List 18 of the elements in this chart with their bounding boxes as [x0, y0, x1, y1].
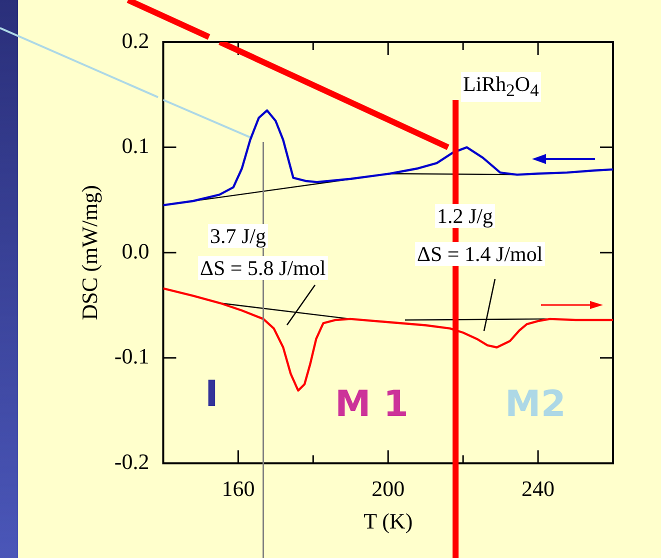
- annotation: M2: [505, 384, 566, 425]
- y-tick-label: 0.0: [122, 238, 150, 264]
- annotation: 3.7 J/g: [208, 224, 268, 248]
- y-axis-title: DSC (mW/mg): [76, 185, 102, 320]
- annotation: M 1: [335, 384, 408, 425]
- x-tick-label: 200: [372, 476, 405, 502]
- annotation: 1.2 J/g: [435, 204, 496, 228]
- x-tick-label: 160: [222, 476, 255, 502]
- x-axis-title: T (K): [364, 508, 413, 534]
- y-tick-label: -0.2: [114, 448, 150, 474]
- x-tick-label: 240: [522, 476, 555, 502]
- annotation: ΔS = 1.4 J/mol: [415, 242, 545, 266]
- y-tick-label: 0.2: [122, 28, 150, 53]
- annotation: I: [205, 374, 218, 415]
- annotation: LiRh$_{2}$O$_{4}$: [461, 72, 541, 102]
- y-tick-label: 0.1: [122, 133, 150, 158]
- annotation: ΔS = 5.8 J/mol: [198, 256, 328, 280]
- y-tick-label: -0.1: [114, 344, 150, 369]
